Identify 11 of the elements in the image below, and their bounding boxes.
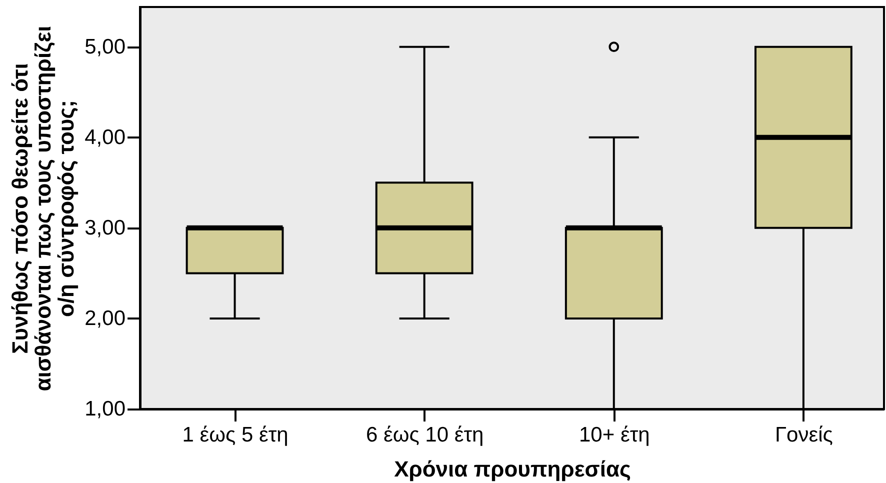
y-tick-label: 3,00 bbox=[84, 216, 126, 240]
x-tick-label: 1 έως 5 έτη bbox=[182, 424, 288, 446]
y-tick-label: 1,00 bbox=[84, 398, 126, 420]
x-axis-title: Χρόνια προυπηρεσίας bbox=[394, 456, 631, 482]
y-tick-label: 2,00 bbox=[84, 306, 126, 330]
x-tick-label: Γονείς bbox=[774, 424, 833, 446]
x-tick-label: 6 έως 10 έτη bbox=[366, 424, 484, 446]
y-axis-title: Συνήθως πόσο θεωρείτε ότι αισθάνονται πως τους υποστηρίζει ο/η σύντροφός τους; bbox=[8, 26, 79, 392]
y-tick-label: 5,00 bbox=[84, 35, 126, 58]
x-tick-label: 10+ έτη bbox=[578, 424, 650, 446]
y-tick-label: 4,00 bbox=[84, 126, 126, 149]
